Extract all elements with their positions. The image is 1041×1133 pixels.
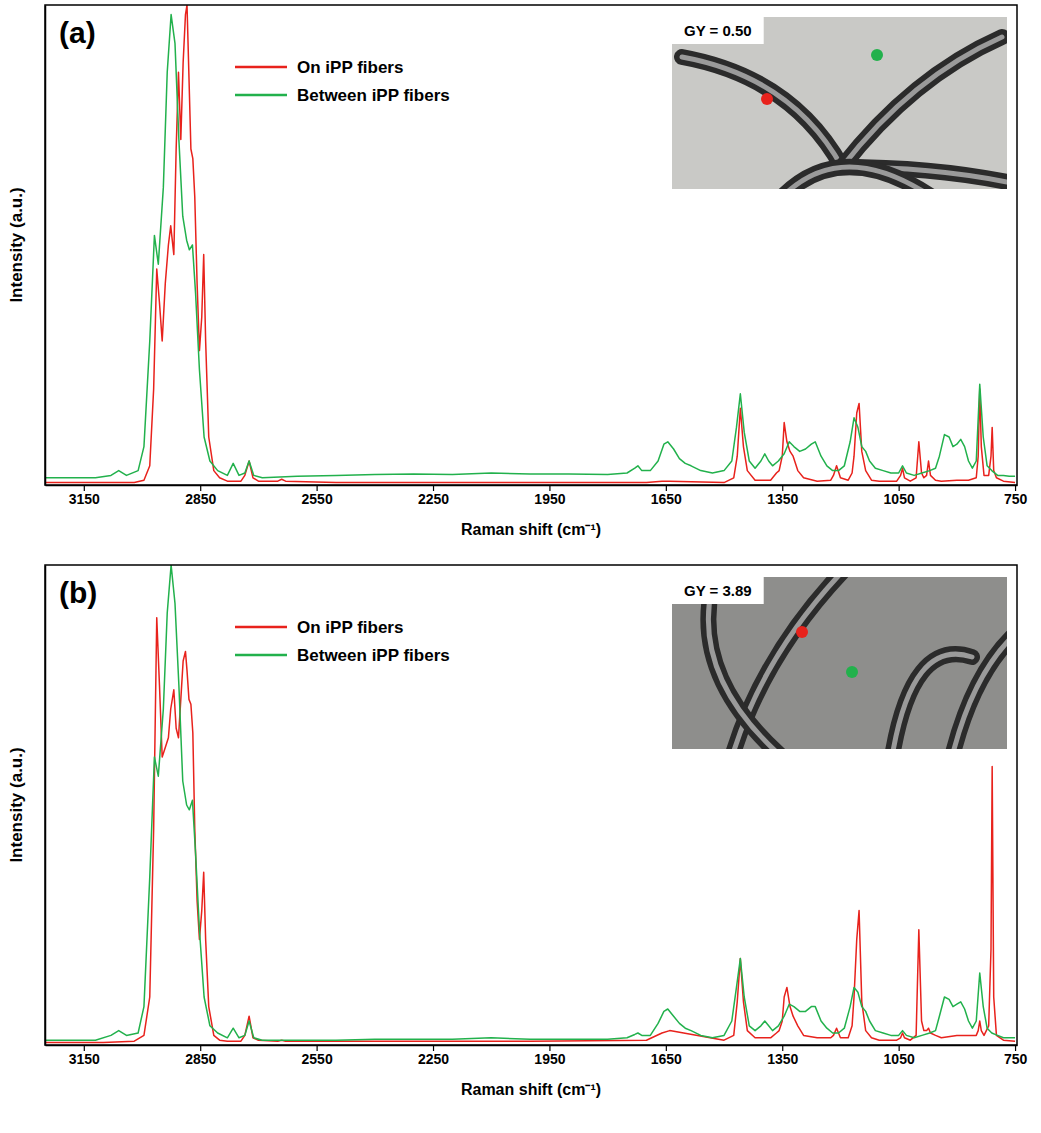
y-axis-title: Intensity (a.u.)	[7, 747, 26, 862]
fiber-highlight	[842, 37, 1002, 167]
x-tick: 1950	[534, 1045, 565, 1067]
x-axis-title: Raman shift (cm⁻¹)	[461, 521, 601, 538]
fiber	[708, 587, 782, 749]
x-tick: 1950	[534, 485, 565, 507]
x-tick: 1350	[767, 485, 798, 507]
fiber	[682, 57, 842, 167]
legend-label: Between iPP fibers	[297, 646, 450, 665]
x-tick: 2250	[418, 485, 449, 507]
inset-image	[672, 577, 1007, 749]
fiber	[952, 637, 1007, 749]
spectrum-line	[45, 5, 1015, 483]
tick-label: 750	[1004, 491, 1028, 507]
fiber	[782, 167, 932, 189]
tick-label: 2850	[185, 1051, 216, 1067]
tick-label: 1350	[767, 491, 798, 507]
tick-label: 3150	[69, 491, 100, 507]
x-tick: 2250	[418, 1045, 449, 1067]
panel-label: (b)	[59, 576, 97, 609]
legend: On iPP fibers Between iPP fibers	[235, 58, 450, 105]
fiber-highlight	[708, 587, 782, 749]
tick-label: 1050	[884, 491, 915, 507]
plot-area	[45, 5, 1015, 483]
x-tick: 750	[1004, 1045, 1028, 1067]
panel-label: (a)	[59, 16, 96, 49]
tick-label: 2550	[302, 1051, 333, 1067]
inset-label: GY = 0.50	[684, 22, 752, 39]
inset-label-box	[672, 17, 764, 44]
fiber-highlight	[782, 167, 932, 189]
x-tick: 1050	[884, 485, 915, 507]
legend-swatch	[235, 654, 287, 657]
location-marker	[796, 626, 808, 638]
x-tick: 1350	[767, 1045, 798, 1067]
plot-frame	[45, 565, 1017, 1045]
plot-area	[45, 565, 1015, 1043]
tick-label: 2550	[302, 491, 333, 507]
spectrum-line	[45, 15, 1015, 478]
inset-image	[672, 17, 1007, 189]
tick-label: 1950	[534, 491, 565, 507]
spectrum-line	[45, 565, 1015, 1040]
tick-label: 3150	[69, 1051, 100, 1067]
tick-label: 2250	[418, 1051, 449, 1067]
tick-label: 1950	[534, 1051, 565, 1067]
x-tick: 2550	[302, 1045, 333, 1067]
legend-label: On iPP fibers	[297, 58, 403, 77]
fiber-highlight	[952, 637, 1007, 749]
legend-swatch	[235, 626, 287, 629]
x-tick: 2850	[185, 485, 216, 507]
x-axis-line	[46, 1045, 1018, 1047]
legend-swatch	[235, 66, 287, 69]
tick-label: 1050	[884, 1051, 915, 1067]
fiber-highlight	[682, 57, 842, 167]
location-marker	[761, 93, 773, 105]
figure: 3150 2850 2550 2250 1950 1650 1350 1050 750 Raman…	[0, 0, 1041, 1120]
tick-label: 2250	[418, 491, 449, 507]
panel: 3150 2850 2550 2250 1950 1650 1350 1050 750 Raman…	[7, 565, 1027, 1098]
x-axis: 3150 2850 2550 2250 1950 1650 1350 1050 750	[46, 485, 1028, 507]
inset-label-box	[672, 577, 764, 604]
y-axis-title: Intensity (a.u.)	[7, 187, 26, 302]
legend-label: On iPP fibers	[297, 618, 403, 637]
x-tick: 3150	[69, 1045, 100, 1067]
x-tick: 1650	[651, 485, 682, 507]
location-marker	[871, 49, 883, 61]
tick-label: 750	[1004, 1051, 1028, 1067]
legend-swatch	[235, 94, 287, 97]
x-axis-line	[46, 485, 1018, 487]
tick-label: 1650	[651, 1051, 682, 1067]
x-tick: 1650	[651, 1045, 682, 1067]
x-axis: 3150 2850 2550 2250 1950 1650 1350 1050 750	[46, 1045, 1028, 1067]
legend: On iPP fibers Between iPP fibers	[235, 618, 450, 665]
x-axis-title: Raman shift (cm⁻¹)	[461, 1081, 601, 1098]
x-tick: 3150	[69, 485, 100, 507]
y-axis	[45, 566, 46, 1046]
legend-label: Between iPP fibers	[297, 86, 450, 105]
x-tick: 1050	[884, 1045, 915, 1067]
location-marker	[846, 666, 858, 678]
panel: 3150 2850 2550 2250 1950 1650 1350 1050 750 Raman…	[7, 5, 1027, 538]
y-axis-line	[45, 566, 47, 1046]
x-tick: 750	[1004, 485, 1028, 507]
plot-frame	[45, 5, 1017, 485]
x-tick: 2550	[302, 485, 333, 507]
fiber	[842, 37, 1002, 167]
tick-label: 1350	[767, 1051, 798, 1067]
tick-label: 2850	[185, 491, 216, 507]
y-axis	[45, 6, 46, 486]
y-axis-line	[45, 6, 47, 486]
x-tick: 2850	[185, 1045, 216, 1067]
inset-label: GY = 3.89	[684, 582, 752, 599]
tick-label: 1650	[651, 491, 682, 507]
